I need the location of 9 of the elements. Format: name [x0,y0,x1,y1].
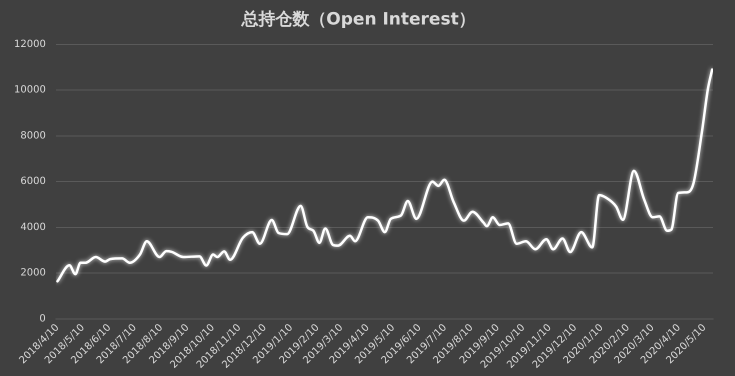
y-tick-label: 12000 [14,38,46,50]
y-tick-label: 8000 [20,130,46,142]
y-tick-label: 0 [39,313,46,324]
y-tick-label: 10000 [14,84,46,96]
chart-title: 总持仓数（Open Interest） [240,10,476,30]
y-tick-label: 4000 [20,222,46,233]
line-series [56,68,713,283]
y-tick-label: 2000 [20,268,46,279]
y-tick-label: 6000 [20,176,46,188]
